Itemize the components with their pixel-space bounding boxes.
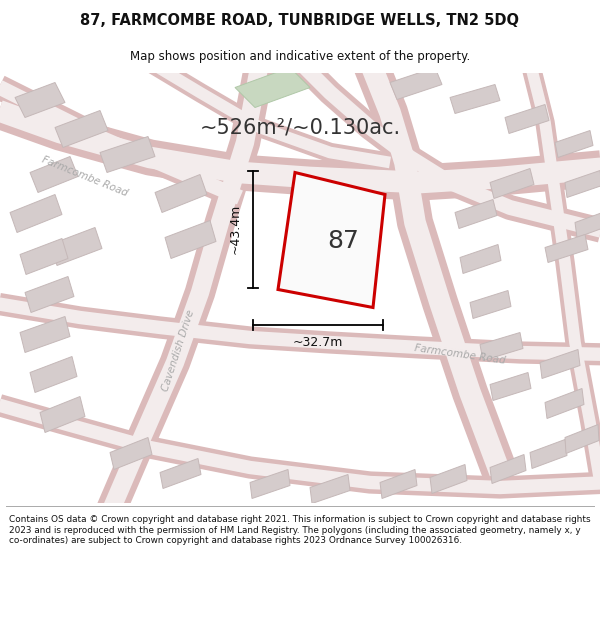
Polygon shape: [490, 169, 534, 199]
Text: Contains OS data © Crown copyright and database right 2021. This information is : Contains OS data © Crown copyright and d…: [9, 515, 590, 545]
Polygon shape: [555, 131, 593, 158]
Text: ~32.7m: ~32.7m: [293, 336, 343, 349]
Polygon shape: [480, 332, 523, 361]
Text: ~43.4m: ~43.4m: [229, 204, 241, 254]
Polygon shape: [110, 438, 152, 469]
Polygon shape: [20, 239, 68, 274]
Polygon shape: [565, 424, 599, 454]
Polygon shape: [50, 228, 102, 266]
Polygon shape: [540, 349, 580, 379]
Polygon shape: [310, 474, 350, 504]
Polygon shape: [25, 276, 74, 312]
Polygon shape: [100, 136, 155, 172]
Polygon shape: [455, 199, 497, 229]
Polygon shape: [565, 171, 600, 198]
Polygon shape: [505, 104, 549, 134]
Polygon shape: [55, 111, 108, 148]
Polygon shape: [380, 469, 417, 499]
Polygon shape: [278, 173, 385, 308]
Polygon shape: [155, 174, 207, 213]
Polygon shape: [10, 194, 62, 232]
Text: ~526m²/~0.130ac.: ~526m²/~0.130ac.: [199, 118, 401, 138]
Polygon shape: [390, 68, 442, 99]
Text: Farmcombe Road: Farmcombe Road: [41, 154, 130, 198]
Polygon shape: [490, 454, 526, 484]
Text: Cavendish Drive: Cavendish Drive: [160, 309, 196, 392]
Polygon shape: [165, 221, 216, 259]
Polygon shape: [250, 469, 290, 499]
Polygon shape: [40, 396, 85, 432]
Text: Farmcombe Road: Farmcombe Road: [414, 343, 506, 366]
Polygon shape: [575, 211, 600, 238]
Text: Map shows position and indicative extent of the property.: Map shows position and indicative extent…: [130, 49, 470, 62]
Text: 87: 87: [327, 229, 359, 253]
Polygon shape: [450, 84, 500, 114]
Polygon shape: [490, 372, 531, 401]
Polygon shape: [545, 234, 588, 262]
Polygon shape: [30, 156, 78, 192]
Polygon shape: [530, 439, 567, 469]
Polygon shape: [460, 244, 501, 274]
Polygon shape: [470, 291, 511, 319]
Text: 87, FARMCOMBE ROAD, TUNBRIDGE WELLS, TN2 5DQ: 87, FARMCOMBE ROAD, TUNBRIDGE WELLS, TN2…: [80, 12, 520, 28]
Polygon shape: [235, 68, 310, 108]
Polygon shape: [15, 82, 65, 118]
Polygon shape: [30, 356, 77, 392]
Polygon shape: [430, 464, 467, 494]
Polygon shape: [160, 459, 201, 489]
Polygon shape: [20, 316, 70, 352]
Polygon shape: [545, 389, 584, 419]
